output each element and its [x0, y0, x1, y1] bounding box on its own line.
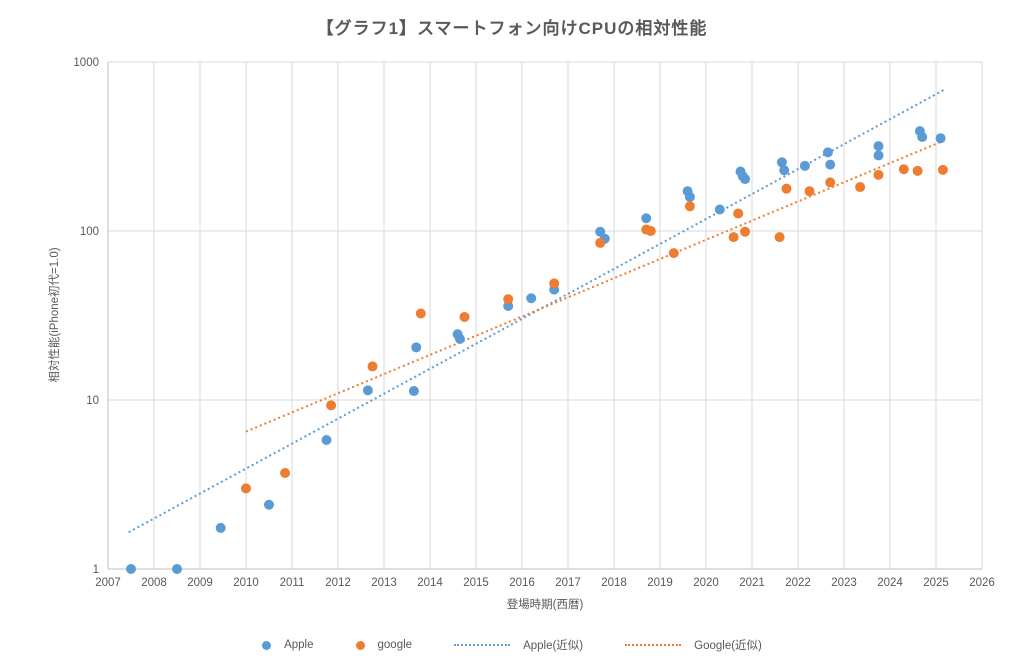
google-point [898, 164, 909, 175]
google-point [825, 177, 836, 188]
apple-point [873, 141, 884, 152]
y-tick-label-1000: 1000 [73, 57, 99, 69]
x-tick-label-2026: 2026 [969, 577, 995, 589]
google-point [645, 226, 656, 236]
apple-point [215, 522, 226, 533]
apple-point [714, 204, 725, 215]
google-point [684, 201, 695, 212]
google-point [733, 208, 744, 219]
x-tick-label-2023: 2023 [831, 577, 857, 589]
apple-dot-icon [262, 640, 272, 650]
google-trendline [245, 139, 946, 433]
google-point [740, 226, 751, 237]
apple-point [684, 191, 695, 202]
google-point [668, 248, 679, 259]
x-tick-label-2008: 2008 [141, 577, 167, 589]
google-point [774, 232, 785, 243]
legend-item-apple-trend: Apple(近似) [454, 637, 583, 653]
google-point [912, 165, 923, 176]
x-tick-label-2011: 2011 [280, 577, 305, 589]
apple-point [779, 165, 790, 176]
y-axis-title: 相対性能(iPhone初代=1.0) [49, 247, 61, 383]
apple-point [411, 342, 422, 353]
x-tick-label-2012: 2012 [325, 577, 351, 589]
x-tick-label-2022: 2022 [785, 577, 811, 589]
google-point [367, 361, 378, 372]
x-tick-label-2014: 2014 [417, 577, 443, 589]
apple-point [822, 147, 833, 158]
x-tick-label-2007: 2007 [95, 577, 121, 589]
apple-point [408, 386, 419, 397]
y-tick-label-100: 100 [80, 226, 99, 238]
apple-point [641, 213, 652, 224]
google-point [280, 467, 291, 478]
x-tick-label-2024: 2024 [877, 577, 903, 589]
google-point [728, 232, 739, 243]
legend: Apple google Apple(近似) Google(近似) [0, 637, 1024, 653]
apple-point [935, 133, 946, 144]
x-tick-label-2016: 2016 [509, 577, 535, 589]
x-tick-label-2021: 2021 [739, 577, 765, 589]
google-point [549, 278, 560, 289]
google-dot-icon [355, 640, 365, 650]
chart-title: 【グラフ1】スマートフォン向けCPUの相対性能 [316, 19, 708, 38]
google-point [503, 294, 514, 305]
y-tick-label-1: 1 [93, 564, 99, 576]
x-tick-label-2018: 2018 [601, 577, 627, 589]
x-tick-label-2013: 2013 [371, 577, 397, 589]
apple-point [321, 434, 332, 445]
apple-point [526, 293, 537, 304]
x-tick-label-2015: 2015 [463, 577, 489, 589]
apple-point [454, 333, 465, 344]
apple-trendline-icon [454, 644, 511, 646]
google-trendline-icon [625, 644, 682, 646]
google-point [855, 182, 866, 193]
apple-point [799, 160, 810, 171]
x-tick-label-2025: 2025 [923, 577, 949, 589]
apple-point [740, 174, 751, 185]
apple-point [873, 150, 884, 161]
legend-label-google-trend: Google(近似) [694, 640, 762, 652]
google-point [415, 308, 426, 319]
x-tick-label-2020: 2020 [693, 577, 719, 589]
apple-point [264, 499, 274, 510]
google-point [241, 483, 251, 494]
legend-item-google-trend: Google(近似) [625, 637, 762, 653]
legend-label-google: google [377, 639, 413, 651]
x-tick-label-2017: 2017 [555, 577, 581, 589]
legend-item-google: google [355, 639, 413, 651]
x-tick-label-2009: 2009 [187, 577, 213, 589]
x-tick-label-2010: 2010 [233, 577, 259, 589]
google-point [873, 169, 884, 180]
apple-point [776, 157, 787, 168]
google-point [595, 237, 606, 248]
apple-point [126, 564, 136, 574]
google-point [459, 311, 470, 322]
google-point [937, 164, 948, 175]
google-point [781, 183, 792, 194]
google-point [804, 186, 815, 197]
apple-point [825, 159, 836, 170]
y-tick-label-10: 10 [86, 395, 99, 407]
x-axis-title: 登場時期(西暦) [506, 599, 584, 611]
apple-point [917, 131, 928, 142]
legend-label-apple: Apple [284, 639, 314, 651]
legend-label-apple-trend: Apple(近似) [523, 640, 584, 652]
apple-point [362, 385, 373, 396]
apple-point [172, 564, 182, 574]
legend-item-apple: Apple [262, 639, 314, 651]
x-tick-label-2019: 2019 [647, 577, 673, 589]
google-point [326, 400, 337, 411]
